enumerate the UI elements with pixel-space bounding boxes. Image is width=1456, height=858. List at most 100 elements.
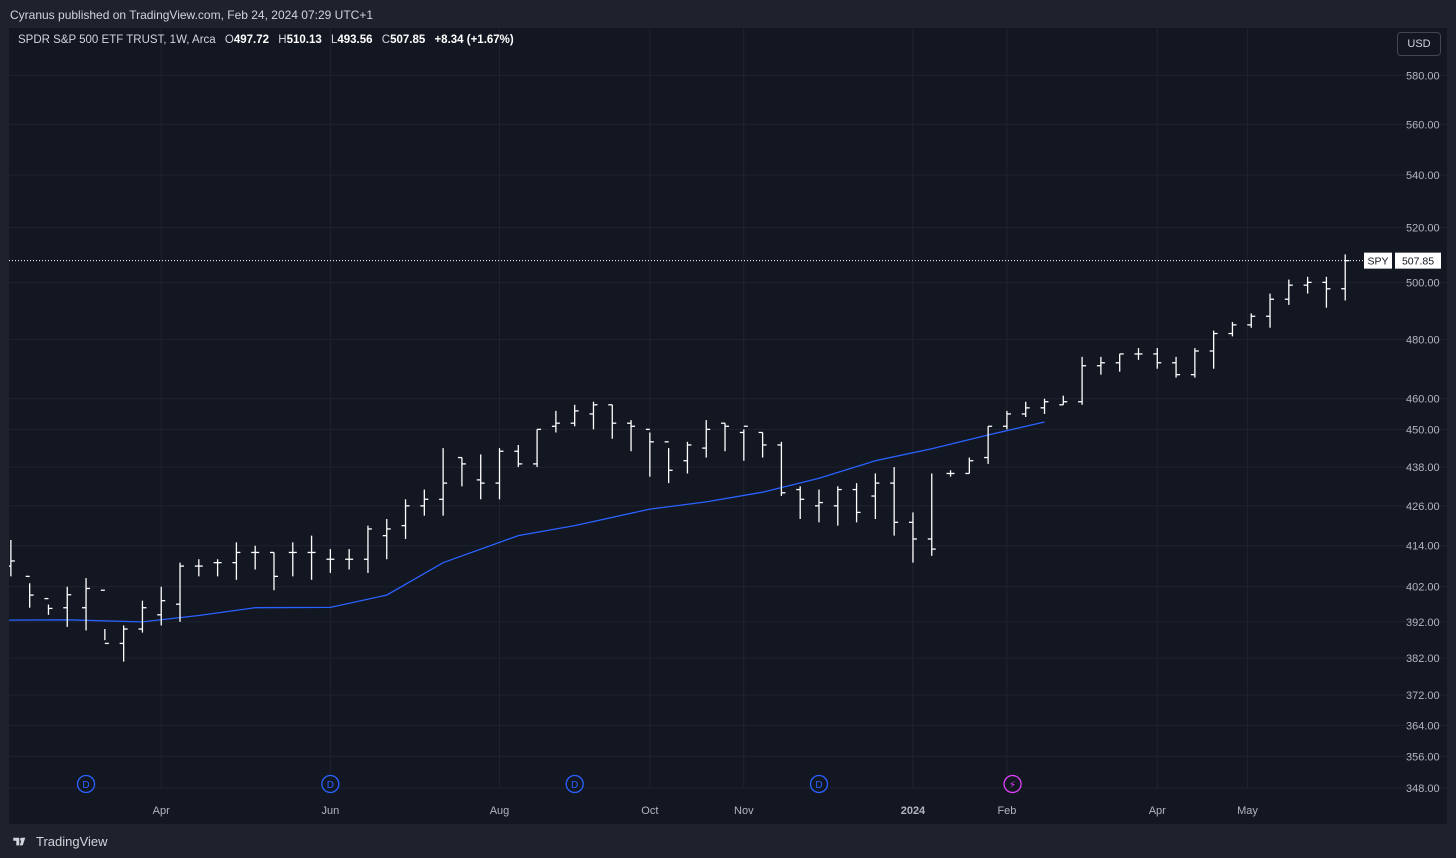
grid-lines <box>9 28 1447 789</box>
ohlc-bar <box>1134 348 1143 360</box>
ohlc-bar <box>833 486 842 526</box>
split-event-icon[interactable]: ⚡ <box>1003 774 1022 794</box>
event-label: D <box>815 780 822 791</box>
moving-average-line <box>9 421 1045 623</box>
dividend-event-icon[interactable]: D <box>76 774 96 794</box>
price-tag-symbol: SPY <box>1367 256 1388 268</box>
ohlc-bar <box>871 473 880 520</box>
ohlc-bar <box>100 589 109 645</box>
chart-legend: SPDR S&P 500 ETF TRUST, 1W, Arca O497.72… <box>18 34 514 46</box>
ohlc-bar <box>457 456 466 487</box>
ohlc-bar <box>1172 356 1181 378</box>
event-label: D <box>82 780 89 791</box>
ohlc-bar <box>176 562 185 622</box>
ohlc-bar <box>307 535 316 580</box>
ohlc-bar <box>946 470 955 477</box>
event-label: ⚡ <box>1009 780 1016 791</box>
y-tick-label: 364.00 <box>1406 720 1440 732</box>
ohlc-bar <box>721 422 730 452</box>
ohlc-bar <box>1190 348 1199 378</box>
x-tick-label: Feb <box>997 805 1016 817</box>
event-circle <box>809 774 829 794</box>
event-circle <box>76 774 96 794</box>
event-label: D <box>571 780 578 791</box>
y-tick-label: 372.00 <box>1406 690 1440 702</box>
x-tick-label: Oct <box>641 805 658 817</box>
y-tick-label: 540.00 <box>1406 170 1440 182</box>
event-markers: D D D D ⚡ <box>76 774 1022 794</box>
y-tick-label: 414.00 <box>1406 541 1440 553</box>
ohlc-bar <box>25 575 34 608</box>
ohlc-bar <box>9 539 15 577</box>
y-tick-label: 438.00 <box>1406 462 1440 474</box>
ohlc-bar <box>796 486 805 520</box>
ohlc-bar <box>1209 330 1218 369</box>
y-tick-label: 450.00 <box>1406 424 1440 436</box>
high-value: 510.13 <box>286 34 322 46</box>
ohlc-bar <box>1284 279 1293 305</box>
y-tick-label: 500.00 <box>1406 277 1440 289</box>
event-label: D <box>327 780 334 791</box>
dividend-event-icon[interactable]: D <box>321 774 340 794</box>
dividend-event-icon[interactable]: D <box>809 774 829 794</box>
y-tick-label: 580.00 <box>1406 70 1440 82</box>
ohlc-bar <box>514 444 523 468</box>
ohlc-bar <box>495 448 504 500</box>
ohlc-bar <box>1096 356 1105 375</box>
change-value: +8.34 (+1.67%) <box>434 34 514 46</box>
price-axis: 580.00 560.00 540.00 520.00 500.00 480.00 460.… <box>1406 70 1440 795</box>
ohlc-bar <box>251 545 260 570</box>
x-tick-label: Apr <box>1149 805 1166 817</box>
y-tick-label: 480.00 <box>1406 334 1440 346</box>
ohlc-bar <box>1247 313 1256 328</box>
ohlc-bar <box>683 441 692 474</box>
ohlc-bar <box>1040 398 1049 414</box>
ohlc-bar <box>119 625 128 662</box>
ohlc-bar <box>814 489 823 523</box>
ohlc-bar <box>326 549 335 573</box>
ohlc-bar <box>589 401 598 430</box>
price-tag-value: 507.85 <box>1402 256 1434 268</box>
event-circle <box>565 774 584 794</box>
ohlc-bar <box>138 600 147 633</box>
ohlc-bar <box>1341 254 1350 301</box>
ohlc-bar <box>852 483 861 523</box>
price-chart[interactable]: D D D D ⚡ 580.00 560.00 540.00 520.00 500.00 480.… <box>9 28 1447 824</box>
ohlc-bar <box>608 404 617 439</box>
ohlc-bar <box>664 441 673 484</box>
ohlc-bar <box>420 489 429 516</box>
ohlc-bars <box>9 254 1350 662</box>
ohlc-bar <box>1153 348 1162 369</box>
event-circle <box>321 774 340 794</box>
ohlc-bar <box>984 425 993 464</box>
ohlc-bar <box>213 559 222 577</box>
high-label: H <box>278 34 287 46</box>
close-label: C <box>381 34 391 46</box>
moving-average-layer <box>9 421 1045 623</box>
dividend-event-icon[interactable]: D <box>565 774 584 794</box>
event-circle <box>1003 774 1022 794</box>
y-tick-label: 356.00 <box>1406 751 1440 763</box>
ohlc-bar <box>758 431 767 458</box>
ohlc-bar <box>63 586 72 627</box>
brand-name: TradingView <box>36 834 108 849</box>
ohlc-bar <box>1115 353 1124 372</box>
y-tick-label: 426.00 <box>1406 501 1440 513</box>
ohlc-bar <box>739 425 748 461</box>
ohlc-bar <box>777 441 786 497</box>
x-tick-label: Aug <box>490 805 510 817</box>
chart-pane[interactable]: D D D D ⚡ 580.00 560.00 540.00 520.00 500.00 480.… <box>9 28 1447 824</box>
low-value: 493.56 <box>337 34 373 46</box>
low-label: L <box>330 34 338 46</box>
ohlc-bar <box>965 457 974 475</box>
ohlc-bar <box>382 519 391 560</box>
tradingview-brand[interactable]: TradingView <box>11 834 108 849</box>
ohlc-bar <box>1059 395 1068 406</box>
ohlc-bar <box>570 404 579 427</box>
ohlc-bar <box>44 597 53 615</box>
currency-button[interactable]: USD <box>1397 32 1441 56</box>
y-tick-label: 520.00 <box>1406 223 1440 235</box>
ohlc-bar <box>551 410 560 433</box>
published-info: Cyranus published on TradingView.com, Fe… <box>10 8 373 22</box>
ohlc-bar <box>269 551 278 591</box>
